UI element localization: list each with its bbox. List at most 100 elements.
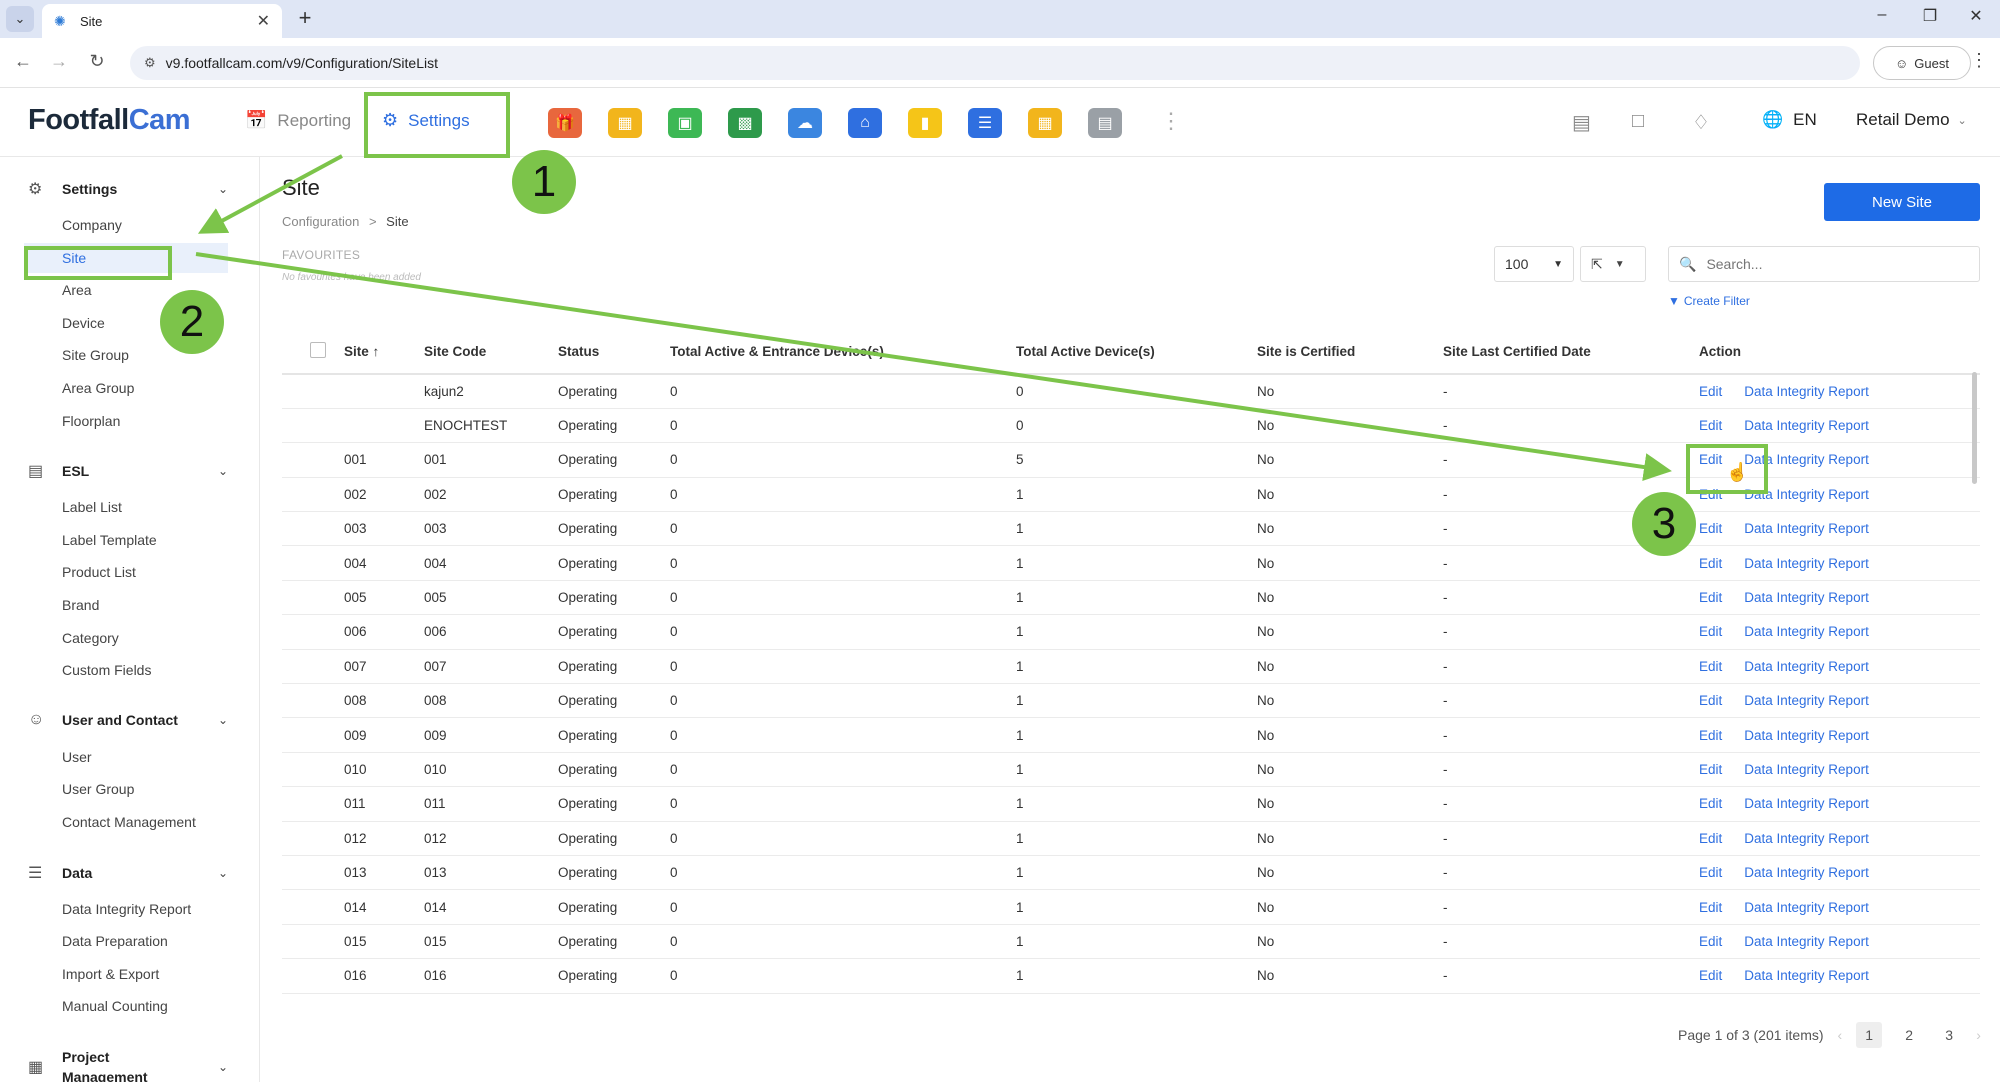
sidebar-item-label-list[interactable]: Label List: [62, 499, 122, 516]
page-3[interactable]: 3: [1945, 1027, 1954, 1043]
minimize-icon[interactable]: –: [1877, 6, 1887, 23]
column-header-site-code[interactable]: Site Code: [424, 330, 558, 375]
table-row[interactable]: ENOCHTEST Operating 0 0 No - Edit Data Integrit…: [282, 408, 1980, 444]
profile-button[interactable]: ☺ Guest: [1873, 46, 1971, 80]
chart-icon[interactable]: ▦: [608, 108, 642, 138]
sidebar-item-manual-counting[interactable]: Manual Counting: [62, 998, 168, 1015]
logo[interactable]: FootfallCam: [28, 104, 191, 137]
edit-link[interactable]: Edit: [1699, 452, 1723, 468]
edit-link[interactable]: Edit: [1699, 968, 1723, 984]
column-header-site[interactable]: Site ↑: [344, 330, 424, 375]
sidebar-section-user-and-contact[interactable]: ☺ User and Contact ⌄: [28, 711, 228, 729]
edit-link[interactable]: Edit: [1699, 796, 1723, 812]
table-row[interactable]: 007 007 Operating 0 1 No - Edit Data Integrity R…: [282, 649, 1980, 685]
close-window-icon[interactable]: ✕: [1969, 8, 1983, 25]
sidebar-item-data-integrity-report[interactable]: Data Integrity Report: [62, 900, 192, 917]
sidebar-item-site-group[interactable]: Site Group: [62, 347, 129, 364]
gift-icon[interactable]: 🎁: [548, 108, 582, 138]
data-integrity-report-link[interactable]: Data Integrity Report: [1744, 658, 1869, 674]
edit-link[interactable]: Edit: [1699, 899, 1723, 915]
user-menu[interactable]: Retail Demo ⌄: [1856, 110, 1967, 130]
table-scrollbar[interactable]: [1972, 372, 1977, 484]
sidebar-item-area-group[interactable]: Area Group: [62, 380, 135, 396]
table-row[interactable]: 003 003 Operating 0 1 No - Edit Data Integrity R…: [282, 511, 1980, 547]
sidebar-item-label-template[interactable]: Label Template: [62, 531, 157, 548]
edit-link[interactable]: Edit: [1699, 555, 1723, 571]
table-row[interactable]: 008 008 Operating 0 1 No - Edit Data Integrity R…: [282, 683, 1980, 719]
tab-list-chevron-icon[interactable]: ⌄: [6, 6, 34, 32]
table-row[interactable]: 005 005 Operating 0 1 No - Edit Data Integrity R…: [282, 580, 1980, 616]
edit-link[interactable]: Edit: [1699, 933, 1723, 949]
data-integrity-report-link[interactable]: Data Integrity Report: [1744, 418, 1869, 434]
home-icon[interactable]: ⌂: [848, 108, 882, 138]
data-integrity-report-link[interactable]: Data Integrity Report: [1744, 452, 1869, 468]
data-integrity-report-link[interactable]: Data Integrity Report: [1744, 933, 1869, 949]
data-integrity-report-link[interactable]: Data Integrity Report: [1744, 693, 1869, 709]
sidebar-item-product-list[interactable]: Product List: [62, 564, 136, 581]
edit-link[interactable]: Edit: [1699, 418, 1723, 434]
database-icon[interactable]: ☰: [968, 108, 1002, 138]
spreadsheet-icon[interactable]: ▩: [728, 108, 762, 138]
sidebar-section-settings[interactable]: ⚙ Settings ⌄: [28, 179, 228, 199]
sidebar-item-data-preparation[interactable]: Data Preparation: [62, 933, 168, 950]
forward-icon[interactable]: →: [50, 51, 68, 71]
sidebar-item-device[interactable]: Device: [62, 314, 105, 331]
edit-link[interactable]: Edit: [1699, 727, 1723, 743]
sidebar-item-custom-fields[interactable]: Custom Fields: [62, 662, 152, 679]
column-header-certified[interactable]: Site is Certified: [1257, 330, 1443, 375]
edit-link[interactable]: Edit: [1699, 521, 1723, 537]
browser-menu-icon[interactable]: ⋮: [1970, 50, 1988, 70]
edit-link[interactable]: Edit: [1699, 658, 1723, 674]
bell-icon[interactable]: ♢: [1692, 112, 1710, 134]
edit-link[interactable]: Edit: [1699, 590, 1723, 606]
data-integrity-report-link[interactable]: Data Integrity Report: [1744, 899, 1869, 915]
data-integrity-report-link[interactable]: Data Integrity Report: [1744, 865, 1869, 881]
data-integrity-report-link[interactable]: Data Integrity Report: [1744, 521, 1869, 537]
edit-link[interactable]: Edit: [1699, 383, 1723, 399]
sidebar-item-user-group[interactable]: User Group: [62, 781, 135, 798]
table-row[interactable]: 014 014 Operating 0 1 No - Edit Data Integrity R…: [282, 889, 1980, 925]
back-icon[interactable]: ←: [14, 51, 32, 71]
select-all-checkbox[interactable]: [310, 342, 326, 358]
page-2[interactable]: 2: [1905, 1027, 1914, 1043]
table-row[interactable]: 009 009 Operating 0 1 No - Edit Data Integrity R…: [282, 717, 1980, 753]
next-page-icon[interactable]: ›: [1976, 1027, 1981, 1043]
data-integrity-report-link[interactable]: Data Integrity Report: [1744, 830, 1869, 846]
column-header-status[interactable]: Status: [558, 330, 670, 375]
language-selector[interactable]: 🌐 EN: [1762, 110, 1817, 130]
data-integrity-report-link[interactable]: Data Integrity Report: [1744, 727, 1869, 743]
weather-icon[interactable]: ☁: [788, 108, 822, 138]
sidebar-section-esl[interactable]: ▤ ESL ⌄: [28, 461, 228, 481]
ticket-icon[interactable]: ▤: [1572, 112, 1591, 134]
data-integrity-report-link[interactable]: Data Integrity Report: [1744, 796, 1869, 812]
data-integrity-report-link[interactable]: Data Integrity Report: [1744, 486, 1869, 502]
more-apps-icon[interactable]: ⋮: [1160, 108, 1182, 133]
sidebar-item-company[interactable]: Company: [62, 217, 122, 233]
close-tab-icon[interactable]: ✕: [256, 13, 270, 30]
table-row[interactable]: 004 004 Operating 0 1 No - Edit Data Integrity R…: [282, 545, 1980, 581]
browser-tab[interactable]: ✺ Site ✕: [42, 4, 282, 38]
column-header-total-active[interactable]: Total Active Device(s): [1016, 330, 1257, 375]
table-row[interactable]: 002 002 Operating 0 1 No - Edit Data Integrity R…: [282, 477, 1980, 513]
data-integrity-report-link[interactable]: Data Integrity Report: [1744, 590, 1869, 606]
table-row[interactable]: 013 013 Operating 0 1 No - Edit Data Integrity R…: [282, 855, 1980, 891]
table-row[interactable]: 015 015 Operating 0 1 No - Edit Data Integrity R…: [282, 924, 1980, 960]
nav-settings[interactable]: ⚙ Settings: [382, 110, 470, 131]
table-row[interactable]: 012 012 Operating 0 1 No - Edit Data Integrity R…: [282, 821, 1980, 856]
storage-icon[interactable]: ▤: [1088, 108, 1122, 138]
page-1[interactable]: 1: [1856, 1022, 1883, 1048]
edit-link[interactable]: Edit: [1699, 624, 1723, 640]
calendar-icon[interactable]: ▣: [668, 108, 702, 138]
frame-icon[interactable]: ▦: [1028, 108, 1062, 138]
new-site-button[interactable]: New Site: [1824, 183, 1980, 221]
create-filter-link[interactable]: ▼ Create Filter: [1668, 294, 1750, 308]
url-field[interactable]: ⚙ v9.footfallcam.com/v9/Configuration/Si…: [130, 46, 1860, 80]
chat-icon[interactable]: □: [1632, 110, 1645, 132]
data-integrity-report-link[interactable]: Data Integrity Report: [1744, 383, 1869, 399]
sidebar-item-contact-management[interactable]: Contact Management: [62, 814, 196, 830]
sidebar-item-import-export[interactable]: Import & Export: [62, 965, 160, 982]
table-row[interactable]: 010 010 Operating 0 1 No - Edit Data Integrity R…: [282, 752, 1980, 788]
page-size-select[interactable]: 100 ▼: [1494, 246, 1574, 282]
site-info-icon[interactable]: ⚙: [144, 55, 156, 70]
nav-reporting[interactable]: 📅 Reporting: [245, 110, 351, 131]
